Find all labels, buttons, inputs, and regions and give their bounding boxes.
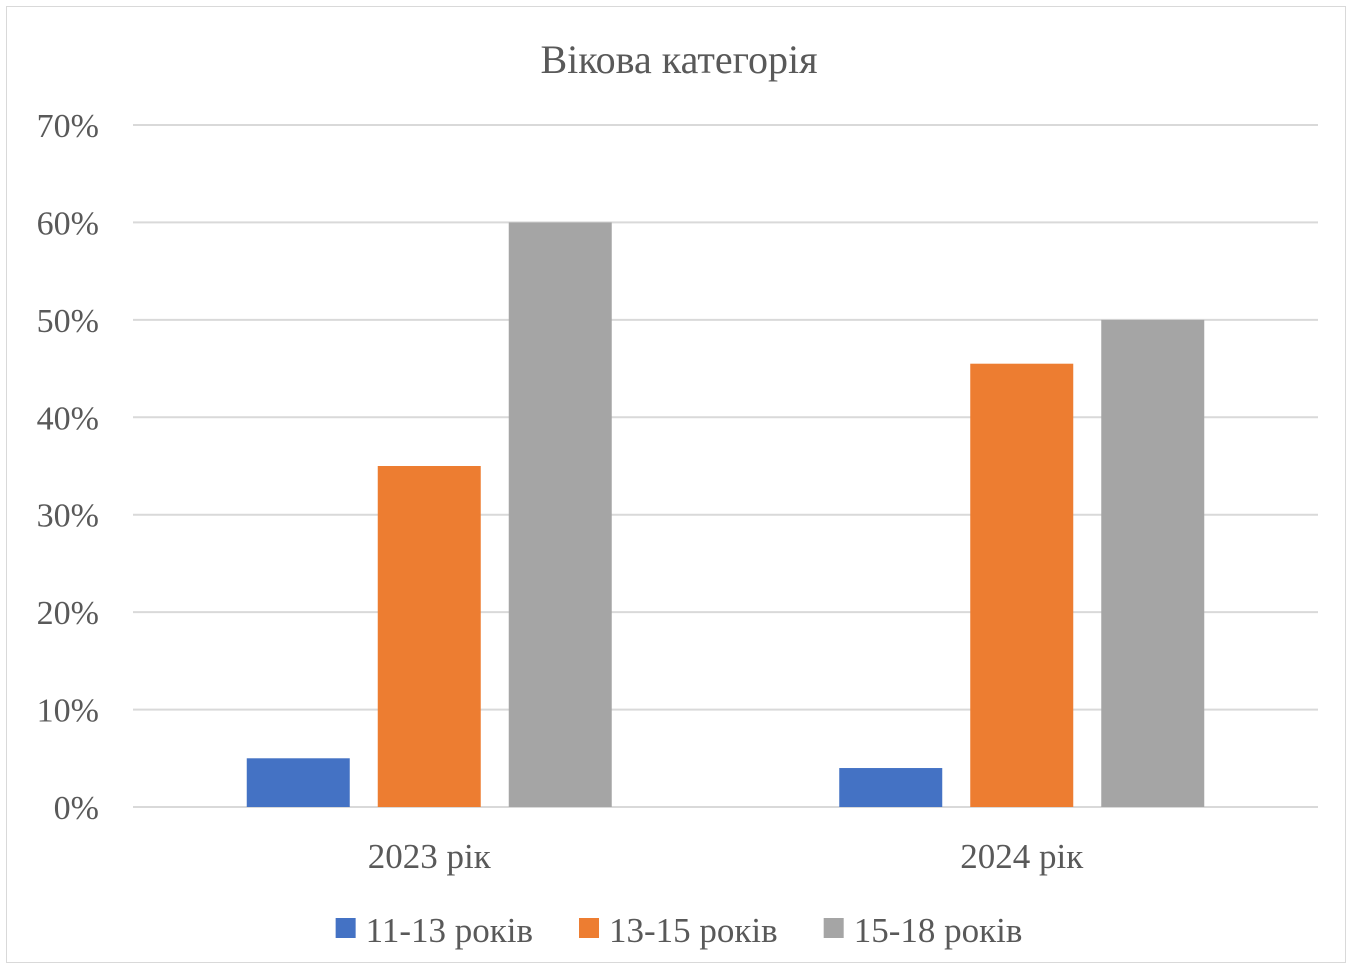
legend: 11-13 років 13-15 років 15-18 років [335, 911, 1023, 950]
y-axis-ticks: 0% 10% 20% 30% 40% 50% 60% 70% [37, 108, 99, 827]
bar-1-3 [508, 222, 612, 807]
y-tick-label: 10% [37, 693, 99, 730]
y-tick-label: 30% [37, 498, 99, 535]
chart-title: Вікова категорія [540, 37, 817, 82]
x-category-label: 2024 рік [960, 837, 1084, 876]
y-tick-label: 20% [37, 595, 99, 632]
y-tick-label: 0% [54, 790, 99, 827]
bar-1-2 [377, 466, 481, 807]
x-axis-labels: 2023 рік 2024 рік [368, 837, 1084, 876]
legend-label: 13-15 років [609, 911, 778, 950]
y-tick-label: 50% [37, 303, 99, 340]
y-tick-label: 60% [37, 205, 99, 242]
legend-label: 11-13 років [366, 911, 533, 950]
y-tick-label: 40% [37, 400, 99, 437]
bar-2-1 [839, 768, 943, 807]
legend-swatch-1 [335, 918, 356, 938]
legend-swatch-3 [823, 918, 844, 938]
bar-1-1 [246, 758, 350, 807]
x-category-label: 2023 рік [368, 837, 492, 876]
bar-2-2 [970, 363, 1074, 807]
y-tick-label: 70% [37, 108, 99, 145]
bars [246, 222, 1205, 807]
legend-swatch-2 [579, 918, 600, 938]
bar-2-3 [1101, 319, 1205, 807]
legend-label: 15-18 років [854, 911, 1023, 950]
